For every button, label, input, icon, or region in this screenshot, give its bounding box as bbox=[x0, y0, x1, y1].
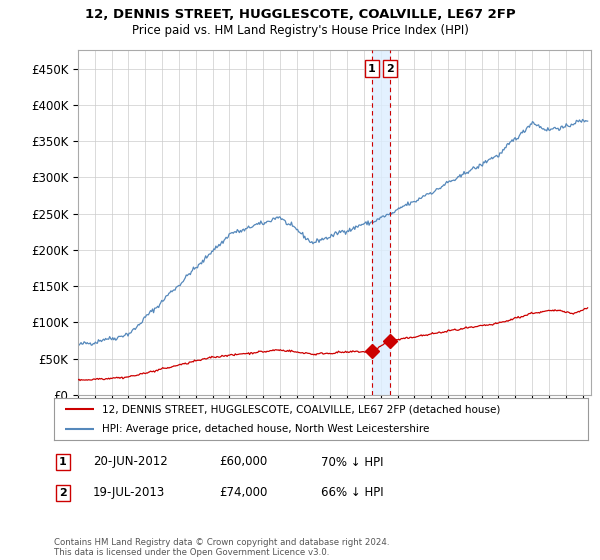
Text: Price paid vs. HM Land Registry's House Price Index (HPI): Price paid vs. HM Land Registry's House … bbox=[131, 24, 469, 36]
Text: 1: 1 bbox=[59, 457, 67, 467]
Text: 2: 2 bbox=[386, 63, 394, 73]
Text: HPI: Average price, detached house, North West Leicestershire: HPI: Average price, detached house, Nort… bbox=[102, 424, 430, 434]
Text: £74,000: £74,000 bbox=[219, 486, 268, 500]
Text: Contains HM Land Registry data © Crown copyright and database right 2024.
This d: Contains HM Land Registry data © Crown c… bbox=[54, 538, 389, 557]
Text: 12, DENNIS STREET, HUGGLESCOTE, COALVILLE, LE67 2FP: 12, DENNIS STREET, HUGGLESCOTE, COALVILL… bbox=[85, 8, 515, 21]
Text: 20-JUN-2012: 20-JUN-2012 bbox=[93, 455, 168, 469]
Text: 1: 1 bbox=[368, 63, 376, 73]
Text: 12, DENNIS STREET, HUGGLESCOTE, COALVILLE, LE67 2FP (detached house): 12, DENNIS STREET, HUGGLESCOTE, COALVILL… bbox=[102, 404, 500, 414]
Text: 19-JUL-2013: 19-JUL-2013 bbox=[93, 486, 165, 500]
Text: 66% ↓ HPI: 66% ↓ HPI bbox=[321, 486, 383, 500]
Text: £60,000: £60,000 bbox=[219, 455, 267, 469]
Text: 2: 2 bbox=[59, 488, 67, 498]
Bar bbox=[372, 50, 390, 395]
Text: 70% ↓ HPI: 70% ↓ HPI bbox=[321, 455, 383, 469]
